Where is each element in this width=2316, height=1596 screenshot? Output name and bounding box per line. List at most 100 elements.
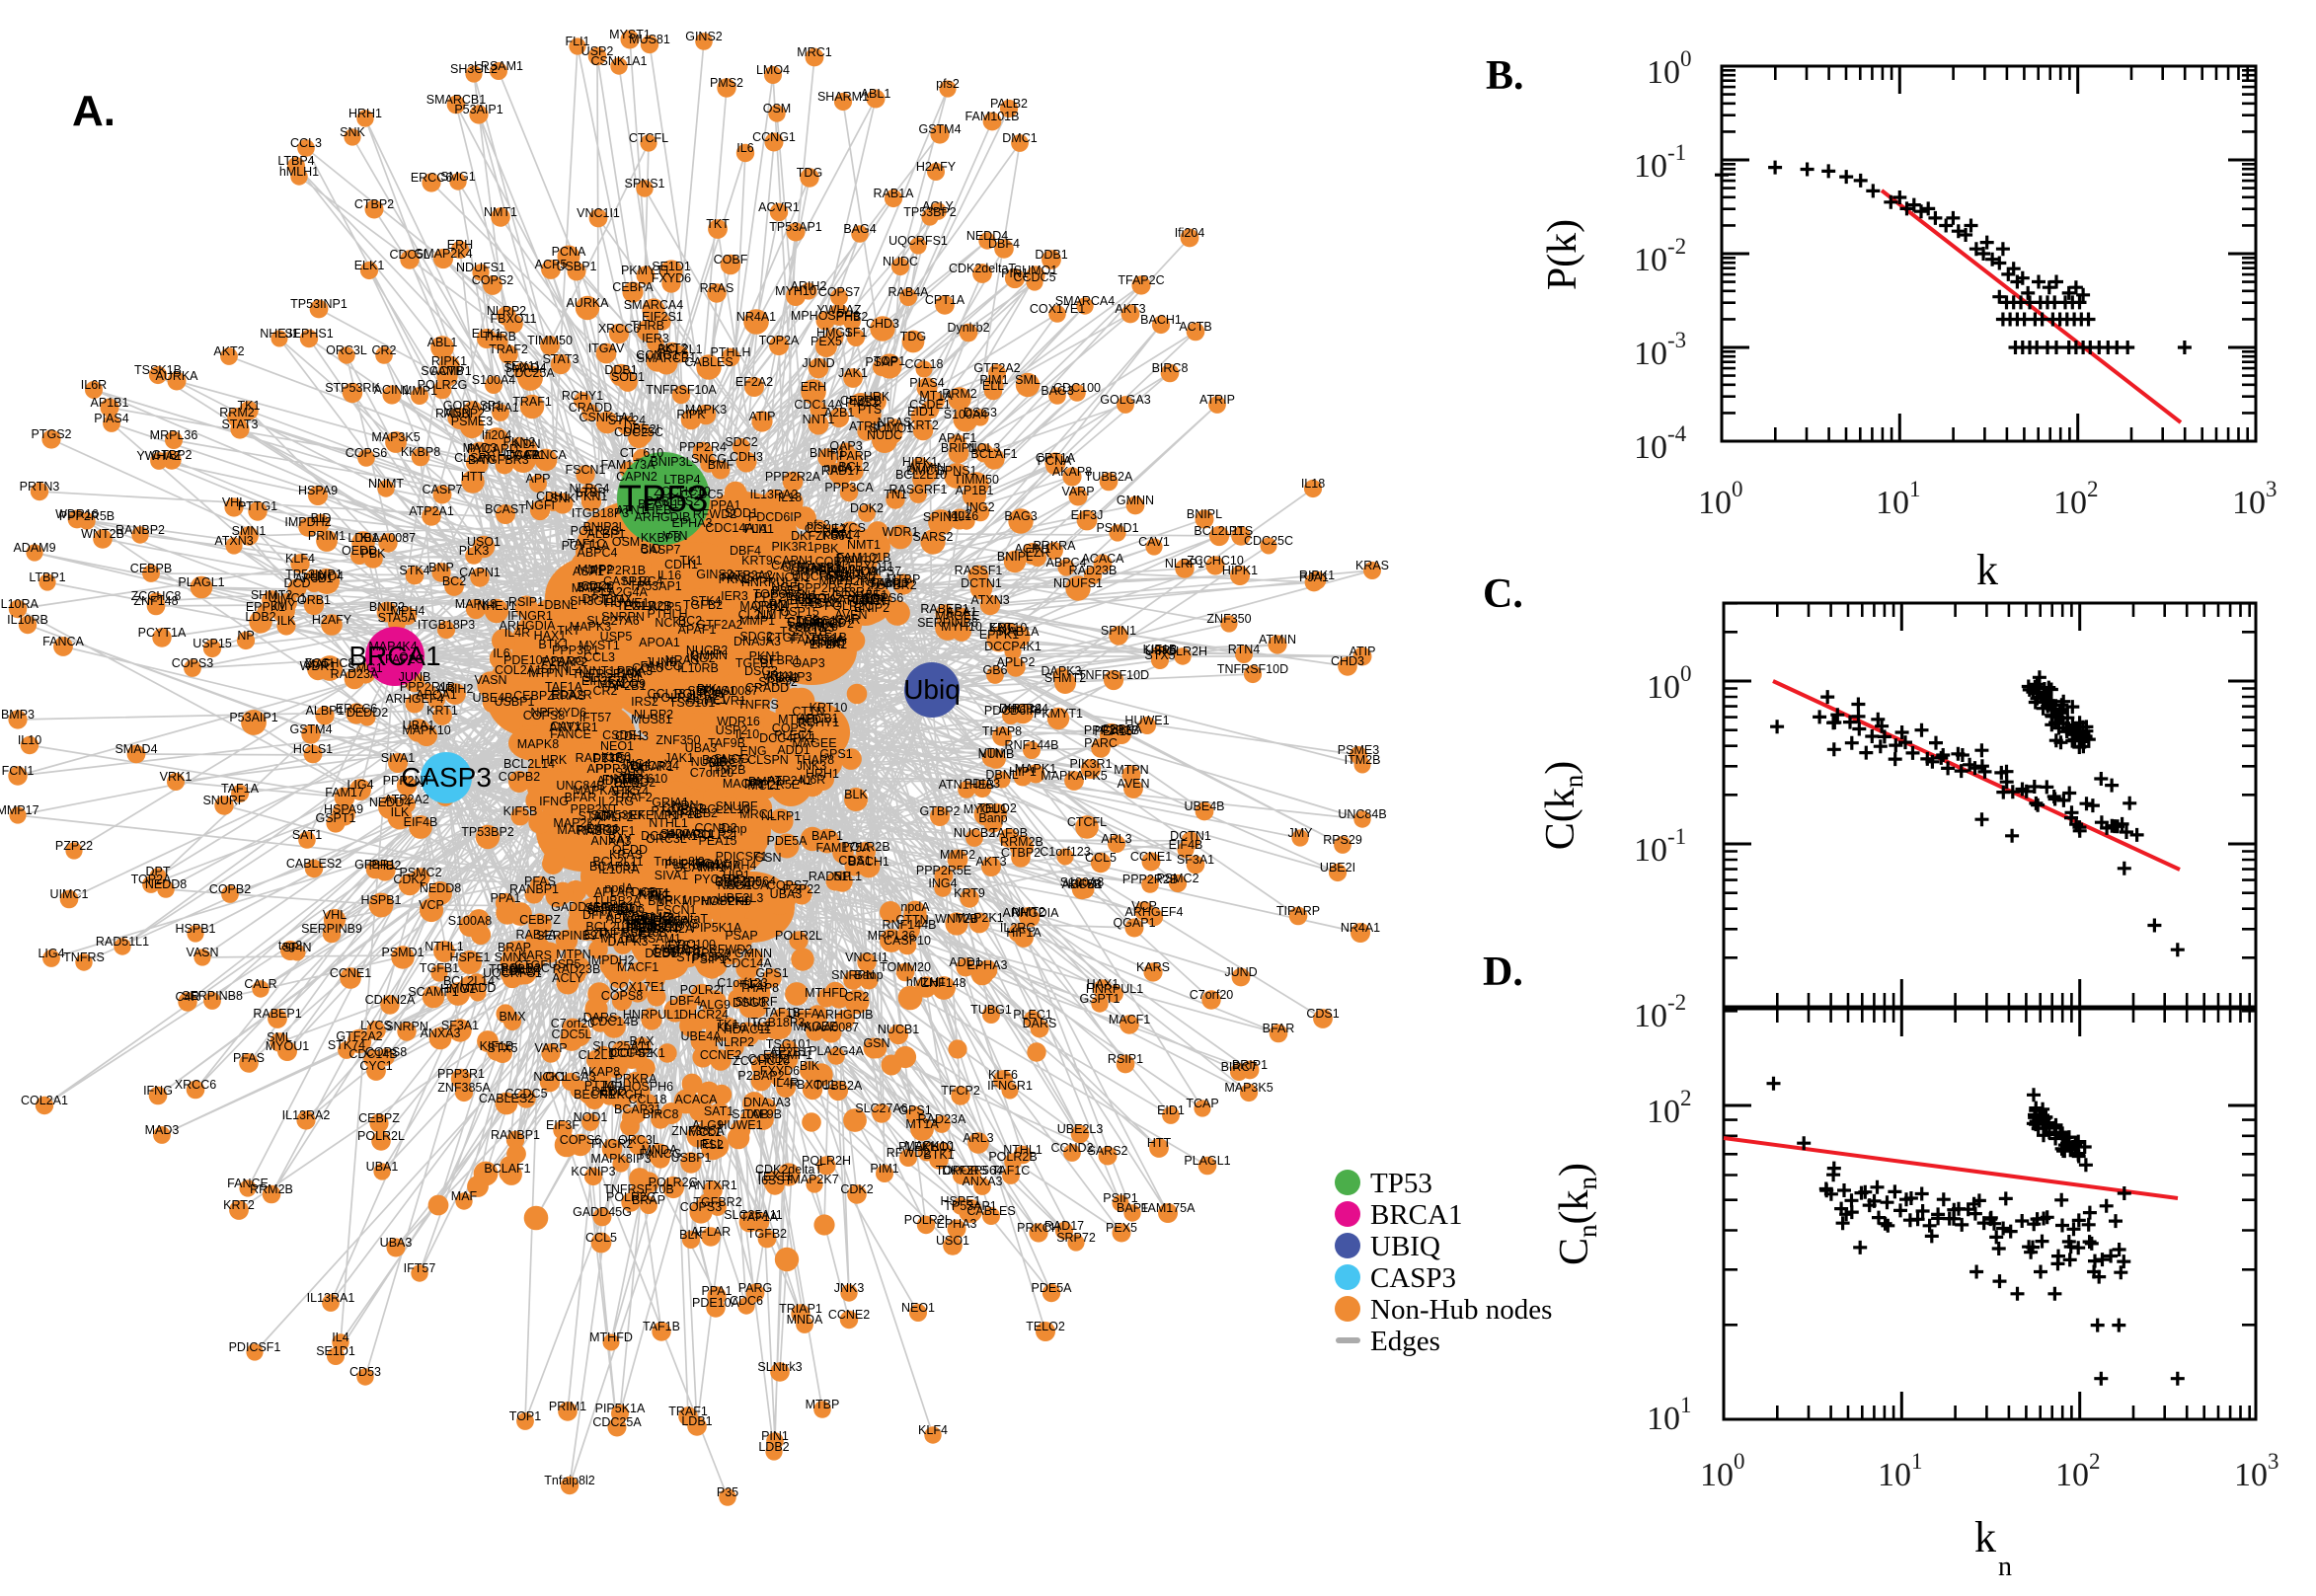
svg-text:C7orf20: C7orf20 [690, 766, 734, 780]
svg-text:PCNA: PCNA [552, 245, 586, 259]
svg-text:THAP8: THAP8 [982, 724, 1022, 738]
svg-text:H2AFY: H2AFY [916, 160, 957, 174]
svg-text:CDK2: CDK2 [393, 873, 425, 886]
svg-text:NR4A1: NR4A1 [736, 310, 776, 324]
svg-text:10: 10 [2234, 1457, 2268, 1493]
svg-text:PJA1: PJA1 [1299, 570, 1329, 584]
svg-text:COPS3: COPS3 [172, 656, 213, 670]
svg-text:AP3B1: AP3B1 [295, 571, 334, 585]
svg-text:UBE2L3: UBE2L3 [1057, 1122, 1104, 1136]
svg-text:SML: SML [267, 1030, 292, 1044]
svg-text:CDC5L: CDC5L [552, 1027, 592, 1041]
svg-text:PZP22: PZP22 [783, 882, 820, 896]
svg-text:TUBG1: TUBG1 [970, 1003, 1012, 1017]
svg-text:FANCE: FANCE [227, 1177, 269, 1190]
svg-text:LTBP1: LTBP1 [29, 570, 65, 584]
svg-text:TFCP2: TFCP2 [941, 1084, 980, 1098]
svg-text:VARP: VARP [1061, 485, 1094, 498]
svg-text:SDC2: SDC2 [725, 435, 757, 449]
svg-text:POLR2I: POLR2I [904, 1213, 948, 1227]
svg-text:PARC: PARC [1084, 736, 1118, 750]
svg-text:S100A4: S100A4 [472, 373, 516, 387]
svg-text:BACH1: BACH1 [1140, 313, 1182, 327]
svg-text:HRK: HRK [864, 390, 890, 404]
svg-text:RAD51L1: RAD51L1 [96, 935, 149, 949]
svg-text:NRAS: NRAS [878, 416, 912, 429]
svg-text:P2BAP2: P2BAP2 [737, 1069, 784, 1083]
svg-text:SPIN: SPIN [282, 941, 311, 954]
svg-text:RRAS: RRAS [700, 281, 734, 295]
svg-text:B.: B. [1486, 53, 1524, 99]
svg-text:PPP2R5B: PPP2R5B [59, 509, 115, 523]
svg-text:HSPA9: HSPA9 [324, 802, 363, 816]
svg-text:FNGR2: FNGR2 [591, 1137, 633, 1151]
svg-text:MT1A: MT1A [919, 389, 953, 403]
svg-text:IFNG: IFNG [143, 1084, 173, 1098]
svg-text:AKT3: AKT3 [1115, 302, 1145, 316]
svg-text:SMARCA4: SMARCA4 [1055, 294, 1115, 308]
svg-text:TGFBR2: TGFBR2 [693, 1195, 741, 1209]
svg-text:S100A8: S100A8 [448, 914, 493, 928]
svg-text:PSAP: PSAP [865, 355, 897, 369]
svg-text:TN1: TN1 [884, 488, 907, 501]
svg-text:RCHY1: RCHY1 [562, 389, 603, 403]
svg-text:IMPDH2: IMPDH2 [587, 953, 634, 967]
svg-text:POLR2G: POLR2G [418, 378, 468, 392]
svg-text:10: 10 [1647, 1094, 1680, 1130]
svg-text:STX5: STX5 [487, 1041, 517, 1055]
svg-text:MTPN: MTPN [556, 948, 590, 961]
svg-text:HSPA9: HSPA9 [298, 484, 338, 497]
svg-text:SCAMP1: SCAMP1 [421, 364, 471, 378]
svg-text:NNMT: NNMT [368, 477, 404, 491]
svg-text:PIAS4: PIAS4 [94, 412, 128, 425]
svg-text:CDK2: CDK2 [840, 1182, 873, 1196]
svg-text:NEDD4: NEDD4 [966, 229, 1008, 243]
svg-text:GMNN: GMNN [1117, 494, 1154, 507]
svg-text:TNFRS: TNFRS [63, 950, 105, 964]
svg-text:CTCFL: CTCFL [1067, 815, 1107, 829]
svg-text:FANCG: FANCG [639, 1147, 681, 1161]
svg-text:TRAF2: TRAF2 [613, 791, 653, 804]
svg-text:PTGS2: PTGS2 [32, 427, 72, 441]
svg-text:TAF1B: TAF1B [643, 1320, 680, 1333]
svg-text:SRP72: SRP72 [1056, 1231, 1096, 1245]
svg-text:AP1B1: AP1B1 [956, 484, 994, 497]
svg-text:LIG4: LIG4 [38, 947, 64, 960]
svg-text:PCNA: PCNA [1038, 454, 1072, 468]
svg-text:10: 10 [1634, 832, 1667, 869]
svg-text:BCL2L10: BCL2L10 [895, 468, 947, 482]
svg-text:DARS: DARS [583, 1011, 618, 1025]
svg-text:KIF5B: KIF5B [1068, 877, 1103, 891]
svg-text:TP53BP2: TP53BP2 [903, 205, 957, 219]
svg-text:GTBP2: GTBP2 [920, 804, 961, 818]
svg-text:MUS81: MUS81 [629, 33, 670, 46]
svg-text:EPPK1: EPPK1 [246, 600, 285, 614]
svg-text:TIMM50: TIMM50 [527, 334, 573, 347]
svg-text:RPS29: RPS29 [1323, 833, 1362, 847]
svg-text:ING4: ING4 [928, 876, 957, 890]
svg-text:PDICSF1: PDICSF1 [229, 1340, 281, 1354]
svg-text:CCND2: CCND2 [694, 821, 736, 835]
svg-text:TEX11: TEX11 [503, 359, 540, 373]
svg-text:10: 10 [1647, 1401, 1680, 1437]
svg-text:MAP3K5: MAP3K5 [1224, 1081, 1273, 1095]
svg-text:USBP1: USBP1 [557, 260, 597, 273]
svg-text:PLA2G4A: PLA2G4A [809, 1044, 864, 1058]
svg-text:CTBP2: CTBP2 [354, 197, 394, 211]
svg-text:PPA1: PPA1 [710, 498, 740, 512]
svg-text:UBE2I: UBE2I [1320, 861, 1355, 874]
svg-text:VARP: VARP [534, 1041, 567, 1055]
svg-text:SNK: SNK [340, 125, 365, 139]
svg-text:-2: -2 [1667, 234, 1686, 259]
svg-text:ZNF148: ZNF148 [921, 976, 965, 990]
svg-text:HMG1: HMG1 [816, 326, 852, 340]
svg-text:BIRC8: BIRC8 [1152, 361, 1189, 375]
svg-text:ATRIP: ATRIP [1199, 393, 1235, 407]
svg-text:UIMC1: UIMC1 [50, 887, 89, 901]
svg-text:TOMM20: TOMM20 [880, 960, 931, 974]
svg-text:VASN: VASN [474, 673, 506, 687]
svg-text:TP53BP2: TP53BP2 [461, 825, 514, 839]
svg-text:SAT1: SAT1 [615, 766, 645, 780]
svg-text:10: 10 [2055, 1457, 2089, 1493]
svg-text:UNC84B: UNC84B [1338, 807, 1386, 821]
